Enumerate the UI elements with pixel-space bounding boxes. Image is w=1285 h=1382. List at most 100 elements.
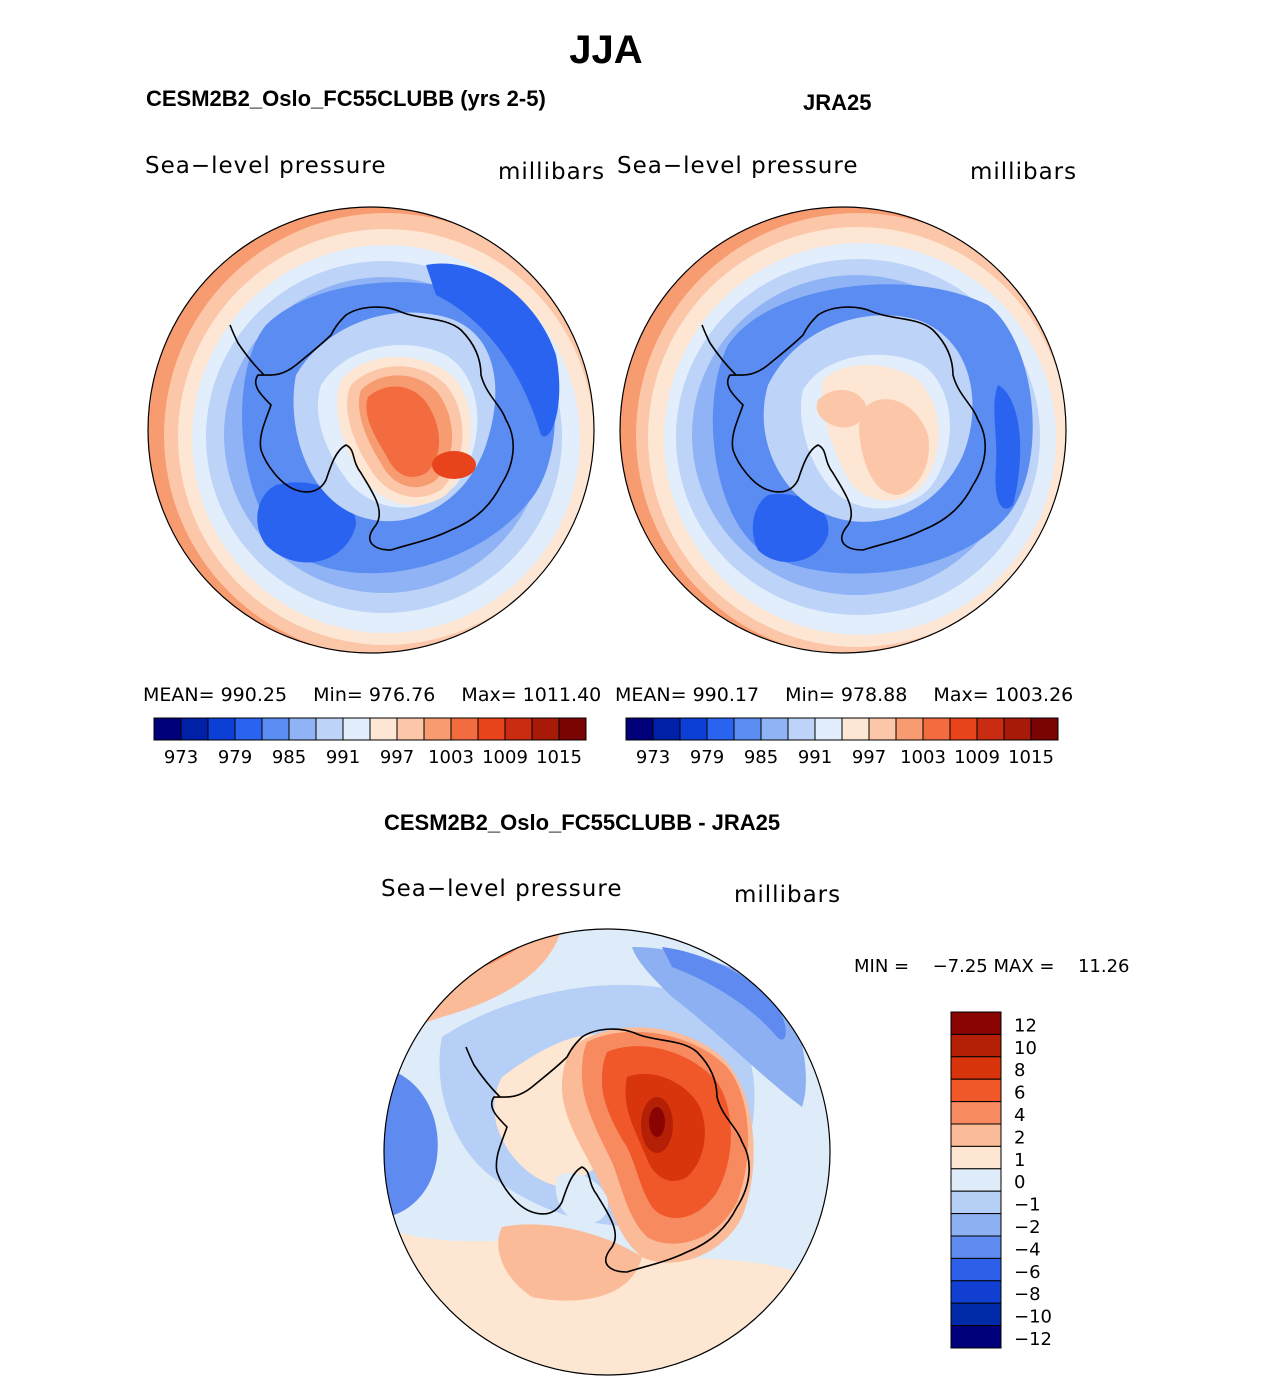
diff-colorbar-tick-label: 12 <box>1014 1015 1037 1036</box>
obs-colorbar-swatch-2 <box>679 717 708 741</box>
obs-max-label: Max= <box>933 684 989 706</box>
model-min-label: Min= <box>313 684 363 706</box>
obs-mean-label: MEAN= <box>615 684 687 706</box>
diff-colorbar-tick-label: −8 <box>1014 1284 1041 1305</box>
obs-colorbar-swatch-7 <box>814 717 843 741</box>
model-colorbar-tick-label: 985 <box>272 747 306 768</box>
model-colorbar: 973 979 985 991 997 1003 1009 1015 <box>153 717 587 768</box>
model-colorbar-tick-label: 1015 <box>536 747 582 768</box>
diff-colorbar-swatch-5 <box>950 1123 1002 1147</box>
diff-colorbar-swatch-13 <box>950 1302 1002 1327</box>
obs-colorbar-tick-label: 985 <box>744 747 778 768</box>
obs-colorbar-swatch-13 <box>976 717 1005 741</box>
obs-colorbar-swatch-0 <box>625 717 654 741</box>
obs-min-label: Min= <box>785 684 835 706</box>
model-colorbar-tick-label: 973 <box>164 747 198 768</box>
diff-colorbar-swatch-3 <box>950 1078 1002 1103</box>
diff-colorbar-tick-label: −4 <box>1014 1239 1041 1260</box>
model-colorbar-swatch-11 <box>450 717 479 741</box>
obs-colorbar-swatch-1 <box>652 717 681 741</box>
diff-colorbar-tick-label: −1 <box>1014 1195 1041 1216</box>
obs-colorbar-tick-label: 997 <box>852 747 886 768</box>
model-max-label: Max= <box>461 684 517 706</box>
diff-colorbar-tick-label: 6 <box>1014 1083 1025 1104</box>
model-colorbar-tick-label: 991 <box>326 747 360 768</box>
diff-colorbar-swatch-7 <box>950 1168 1002 1192</box>
obs-colorbar-swatch-12 <box>949 717 978 741</box>
obs-panel-header: JRA25 <box>803 90 872 115</box>
model-colorbar-swatch-4 <box>261 717 290 741</box>
diff-panel-header: CESM2B2_Oslo_FC55CLUBB - JRA25 <box>384 810 781 835</box>
figure-title: JJA <box>569 28 643 72</box>
diff-colorbar-tick-label: 2 <box>1014 1127 1025 1148</box>
diff-colorbar-swatch-11 <box>950 1257 1002 1282</box>
obs-colorbar-tick-label: 979 <box>690 747 724 768</box>
diff-colorbar-swatch-2 <box>950 1056 1002 1080</box>
diff-colorbar-swatch-0 <box>950 1011 1002 1035</box>
diff-colorbar-tick-label: −6 <box>1014 1262 1041 1283</box>
model-stats: MEAN= 990.25 Min= 976.76 Max= 1011.40 <box>143 684 601 706</box>
obs-colorbar-swatch-9 <box>868 717 897 741</box>
obs-colorbar-swatch-11 <box>922 717 951 741</box>
model-mean-label: MEAN= <box>143 684 215 706</box>
model-colorbar-swatch-5 <box>288 717 317 741</box>
diff-colorbar-swatch-4 <box>950 1101 1002 1125</box>
model-colorbar-swatch-15 <box>558 717 587 741</box>
model-colorbar-swatch-6 <box>315 717 344 741</box>
model-colorbar-swatch-3 <box>234 717 263 741</box>
diff-colorbar-tick-label: −12 <box>1014 1329 1052 1350</box>
model-min-value: 976.76 <box>368 684 436 706</box>
obs-colorbar-tick-label: 1003 <box>900 747 946 768</box>
obs-stats: MEAN= 990.17 Min= 978.88 Max= 1003.26 <box>615 684 1073 706</box>
diff-colorbar-swatch-12 <box>950 1280 1002 1304</box>
model-max-value: 1011.40 <box>522 684 602 706</box>
model-colorbar-swatch-10 <box>423 717 452 741</box>
model-colorbar-tick-label: 1003 <box>428 747 474 768</box>
diff-colorbar-tick-label: 8 <box>1014 1060 1025 1081</box>
model-panel-header: CESM2B2_Oslo_FC55CLUBB (yrs 2-5) <box>146 86 546 111</box>
diff-variable-label: Sea−level pressure <box>381 876 623 902</box>
model-colorbar-swatch-14 <box>531 717 560 741</box>
obs-colorbar-tick-label: 1009 <box>954 747 1000 768</box>
obs-units-label: millibars <box>970 159 1078 185</box>
diff-colorbar-swatch-6 <box>950 1145 1002 1170</box>
diff-colorbar-swatch-10 <box>950 1235 1002 1259</box>
obs-colorbar-swatch-6 <box>787 717 816 741</box>
obs-colorbar-swatch-14 <box>1003 717 1032 741</box>
obs-variable-label: Sea−level pressure <box>617 153 859 179</box>
obs-max-value: 1003.26 <box>994 684 1074 706</box>
diff-colorbar-tick-label: 4 <box>1014 1105 1025 1126</box>
model-colorbar-swatch-9 <box>396 717 425 741</box>
diff-colorbar-tick-label: 1 <box>1014 1150 1025 1171</box>
model-slp-map <box>147 206 595 654</box>
diff-units-label: millibars <box>734 882 842 908</box>
diff-colorbar-swatch-1 <box>950 1033 1002 1058</box>
obs-colorbar-tick-label: 991 <box>798 747 832 768</box>
diff-colorbar-tick-label: −10 <box>1014 1307 1052 1328</box>
obs-colorbar-swatch-15 <box>1030 717 1059 741</box>
obs-colorbar-swatch-8 <box>841 717 870 741</box>
diff-min-label: MIN = <box>854 956 910 977</box>
model-colorbar-swatch-13 <box>504 717 533 741</box>
model-colorbar-swatch-0 <box>153 717 182 741</box>
diff-colorbar-tick-label: 0 <box>1014 1172 1025 1193</box>
model-colorbar-swatch-8 <box>369 717 398 741</box>
diff-colorbar-swatch-8 <box>950 1190 1002 1215</box>
model-colorbar-tick-label: 1009 <box>482 747 528 768</box>
model-colorbar-swatch-1 <box>180 717 209 741</box>
model-colorbar-tick-label: 979 <box>218 747 252 768</box>
diff-minmax: MIN = −7.25 MAX = 11.26 <box>854 956 1129 977</box>
obs-colorbar: 973 979 985 991 997 1003 1009 1015 <box>625 717 1059 768</box>
obs-min-value: 978.88 <box>840 684 908 706</box>
model-colorbar-tick-label: 997 <box>380 747 414 768</box>
model-variable-label: Sea−level pressure <box>145 153 387 179</box>
diff-max-label: MAX = <box>993 956 1055 977</box>
diff-min-value: −7.25 <box>932 956 988 977</box>
model-colorbar-swatch-12 <box>477 717 506 741</box>
model-units-label: millibars <box>498 159 606 185</box>
obs-colorbar-swatch-3 <box>706 717 735 741</box>
model-colorbar-swatch-2 <box>207 717 236 741</box>
model-colorbar-swatch-7 <box>342 717 371 741</box>
model-mean-value: 990.25 <box>220 684 288 706</box>
diff-colorbar-tick-label: −2 <box>1014 1217 1041 1238</box>
